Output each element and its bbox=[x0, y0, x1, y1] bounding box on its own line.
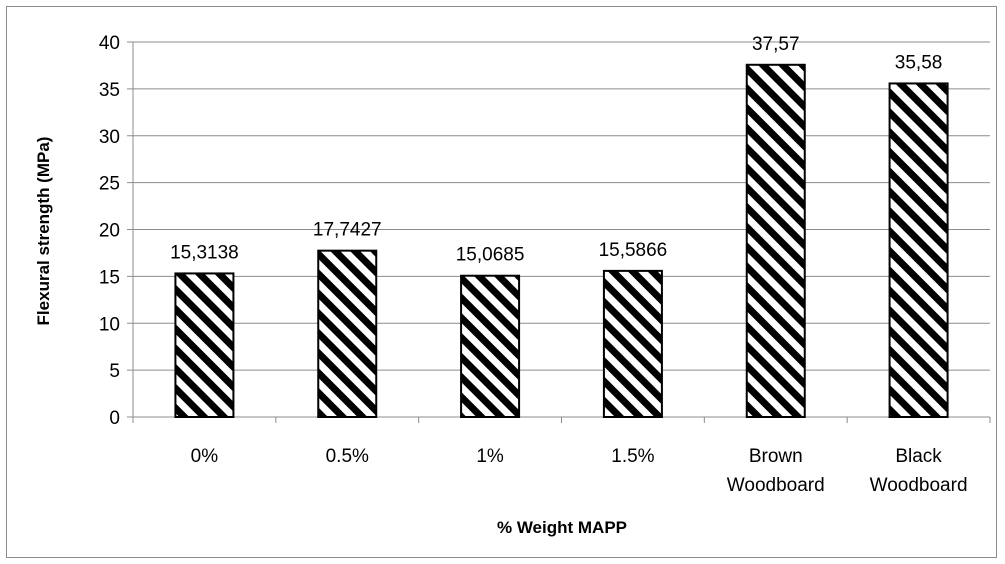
bar bbox=[888, 82, 949, 418]
data-label: 17,7427 bbox=[313, 220, 382, 241]
data-label: 15,3138 bbox=[170, 242, 239, 263]
bar bbox=[460, 274, 521, 418]
y-axis-title: Flexural strength (MPa) bbox=[34, 137, 53, 326]
data-label: 37,57 bbox=[752, 34, 800, 55]
y-tick-label: 25 bbox=[99, 174, 120, 195]
axes bbox=[127, 41, 991, 423]
x-tick-label: 1.5% bbox=[611, 446, 654, 467]
data-label: 15,0685 bbox=[456, 245, 525, 266]
y-tick-label: 40 bbox=[99, 33, 120, 54]
data-label: 15,5866 bbox=[599, 240, 668, 261]
y-tick-label: 35 bbox=[99, 80, 120, 101]
x-tick-label: Brown bbox=[749, 446, 803, 467]
x-tick-label: Black bbox=[895, 446, 942, 467]
data-label: 35,58 bbox=[895, 52, 943, 73]
x-axis-title: % Weight MAPP bbox=[497, 518, 627, 537]
x-tick-label: 1% bbox=[476, 446, 504, 467]
x-tick-label: 0% bbox=[191, 446, 219, 467]
bar bbox=[174, 272, 235, 419]
bar bbox=[602, 269, 663, 418]
y-tick-label: 15 bbox=[99, 267, 120, 288]
x-tick-label: Woodboard bbox=[727, 475, 825, 496]
y-tick-label: 30 bbox=[99, 127, 120, 148]
y-tick-label: 20 bbox=[99, 221, 120, 242]
labels: 0 5 10 15 20 25 30 35 40 15,3138 0% 17,7427 0.5% 15,0… bbox=[99, 33, 968, 496]
x-tick-label: 0.5% bbox=[326, 446, 369, 467]
bars bbox=[174, 63, 949, 419]
bar bbox=[745, 63, 806, 418]
y-tick-label: 5 bbox=[109, 361, 120, 382]
bar bbox=[317, 249, 378, 418]
x-tick-label: Woodboard bbox=[870, 475, 968, 496]
y-tick-label: 0 bbox=[109, 408, 120, 429]
y-tick-label: 10 bbox=[99, 314, 120, 335]
gridlines bbox=[133, 41, 990, 371]
